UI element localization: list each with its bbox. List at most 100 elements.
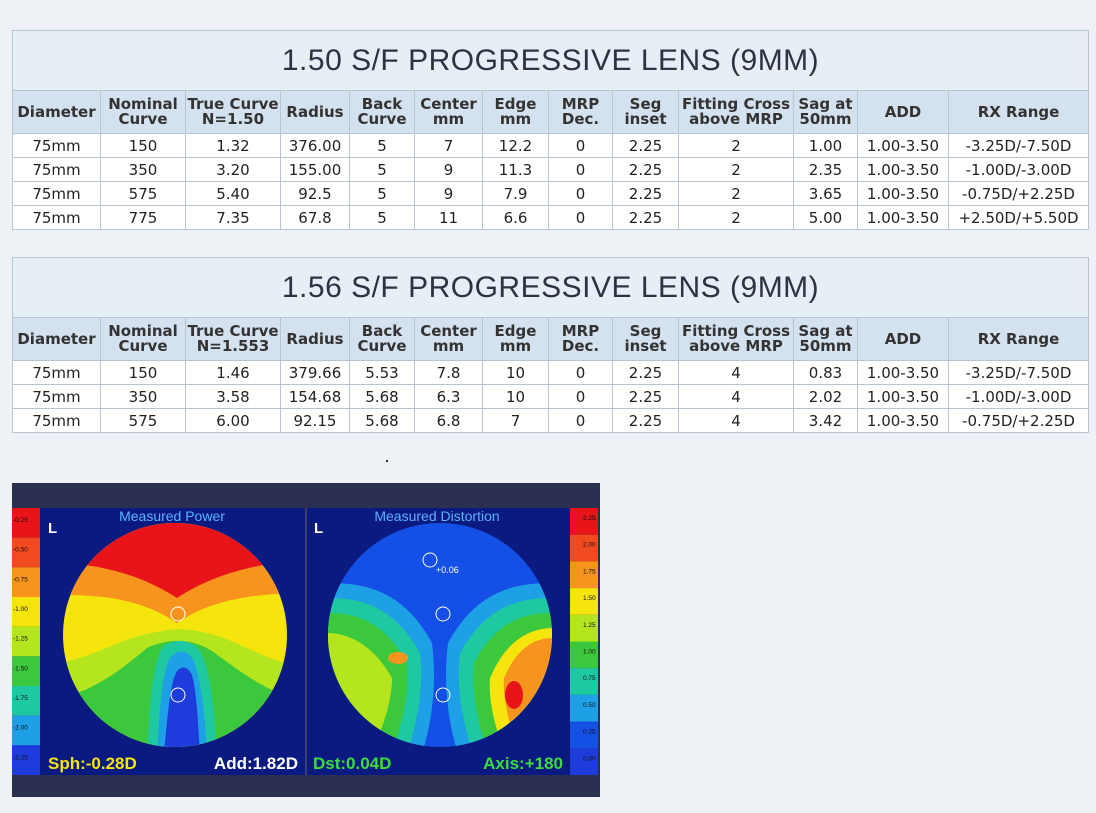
cell: 4: [678, 384, 794, 409]
header-cell: True Curve N=1.50: [185, 90, 281, 134]
scale-label: 1.25: [583, 622, 596, 629]
cell: 4: [678, 408, 794, 433]
cell: 3.42: [793, 408, 858, 433]
distortion-title: Measured Distortion: [374, 508, 499, 524]
scale-swatch: [12, 597, 40, 627]
cell: 3.20: [185, 157, 281, 182]
scale-swatch: [570, 534, 598, 562]
cell: 7: [414, 133, 483, 158]
cell: 5.53: [349, 360, 415, 385]
cell: 1.00-3.50: [857, 360, 949, 385]
data-row: 75mm 575 6.00 92.15 5.68 6.8 7 0 2.25 4 3.42 1.00-3…: [12, 408, 1090, 433]
header-line: Edge: [494, 95, 537, 113]
header-cell: True Curve N=1.553: [185, 317, 281, 361]
cell: 9: [414, 157, 483, 182]
cell: 11.3: [482, 157, 549, 182]
scale-label: -0.25: [13, 517, 28, 524]
cell: 1.00-3.50: [857, 157, 949, 182]
header-line: Curve: [357, 110, 407, 128]
cell: 350: [100, 157, 186, 182]
header-line: N=1.553: [196, 337, 270, 355]
cell: 0: [548, 360, 613, 385]
cell: 92.15: [280, 408, 350, 433]
header-line: Curve: [118, 337, 168, 355]
scale-swatch: [570, 721, 598, 749]
cell: 150: [100, 133, 186, 158]
cell: 7.9: [482, 181, 549, 206]
cell: 2: [678, 181, 794, 206]
scale-label: -1.25: [13, 636, 28, 643]
cell: 92.5: [280, 181, 350, 206]
cell: 376.00: [280, 133, 350, 158]
data-row: 75mm 350 3.58 154.68 5.68 6.3 10 0 2.25 4 2.02 1.00…: [12, 384, 1090, 409]
header-cell: ADD: [857, 317, 949, 361]
header-line: Seg: [629, 322, 662, 340]
scale-swatch: [12, 508, 40, 538]
title-row: 1.56 S/F PROGRESSIVE LENS (9MM): [11, 257, 1090, 318]
cell: 10: [482, 360, 549, 385]
data-row: 75mm 150 1.46 379.66 5.53 7.8 10 0 2.25 4 0.83 1.00…: [12, 360, 1090, 385]
scale-swatch: [12, 715, 40, 746]
header-cell: Sag at 50mm: [793, 90, 858, 134]
header-line: above MRP: [689, 337, 783, 355]
cell: 5.00: [793, 205, 858, 230]
cell: 2.25: [612, 408, 679, 433]
eye-label: L: [314, 520, 323, 537]
header-line: mm: [432, 337, 465, 355]
header-cell: Radius: [280, 90, 350, 134]
header-line: Radius: [286, 329, 344, 348]
header-line: True Curve: [187, 95, 279, 113]
header-line: Dec.: [561, 337, 600, 355]
scale-label: 0.00: [583, 755, 596, 762]
cell: -3.25D/-7.50D: [947, 133, 1090, 158]
cell: 0: [548, 384, 613, 409]
header-cell: Center mm: [414, 90, 483, 134]
cell: 2.25: [612, 181, 679, 206]
scale-swatch: [12, 537, 40, 568]
cell: 75mm: [12, 157, 101, 182]
dot: [386, 460, 388, 462]
cell: -1.00D/-3.00D: [947, 384, 1090, 409]
scale-label: -1.75: [13, 695, 28, 702]
scale-label: -2.25: [13, 754, 28, 761]
scale-swatch: [570, 614, 598, 642]
cell: 3.65: [793, 181, 858, 206]
cell: 75mm: [12, 384, 101, 409]
cell: 1.46: [185, 360, 281, 385]
table: 1.50 S/F PROGRESSIVE LENS (9MM) Diameter N…: [11, 30, 1090, 230]
cell: 67.8: [280, 205, 350, 230]
header-line: Edge: [494, 322, 537, 340]
cell: 0: [548, 133, 613, 158]
cell: -0.75D/+2.25D: [947, 408, 1090, 433]
header-line: Nominal: [108, 95, 178, 113]
header-line: N=1.50: [201, 110, 265, 128]
header-cell: Radius: [280, 317, 350, 361]
cell: 2.25: [612, 133, 679, 158]
header-cell: RX Range: [947, 317, 1090, 361]
dst: Dst:0.04D: [313, 754, 391, 773]
header-line: MRP: [561, 95, 600, 113]
cell: 2.25: [612, 384, 679, 409]
cell: 11: [414, 205, 483, 230]
cell: 1.32: [185, 133, 281, 158]
cell: 1.00-3.50: [857, 133, 949, 158]
header-cell: Seg inset: [612, 317, 679, 361]
cell: 0: [548, 205, 613, 230]
header-line: Nominal: [108, 322, 178, 340]
header-line: Curve: [118, 110, 168, 128]
scale-label: -0.50: [13, 547, 28, 554]
header-line: inset: [624, 110, 667, 128]
scale-swatch: [570, 561, 598, 589]
cell: 2.35: [793, 157, 858, 182]
header-line: mm: [499, 110, 532, 128]
cell: 1.00-3.50: [857, 408, 949, 433]
cell: 1.00-3.50: [857, 384, 949, 409]
header-line: Dec.: [561, 110, 600, 128]
scale-swatch: [570, 748, 598, 775]
scale-label: -0.75: [13, 576, 28, 583]
cell: 6.8: [414, 408, 483, 433]
cell: 5: [349, 205, 415, 230]
header-line: Center: [420, 322, 477, 340]
cell: 2: [678, 205, 794, 230]
